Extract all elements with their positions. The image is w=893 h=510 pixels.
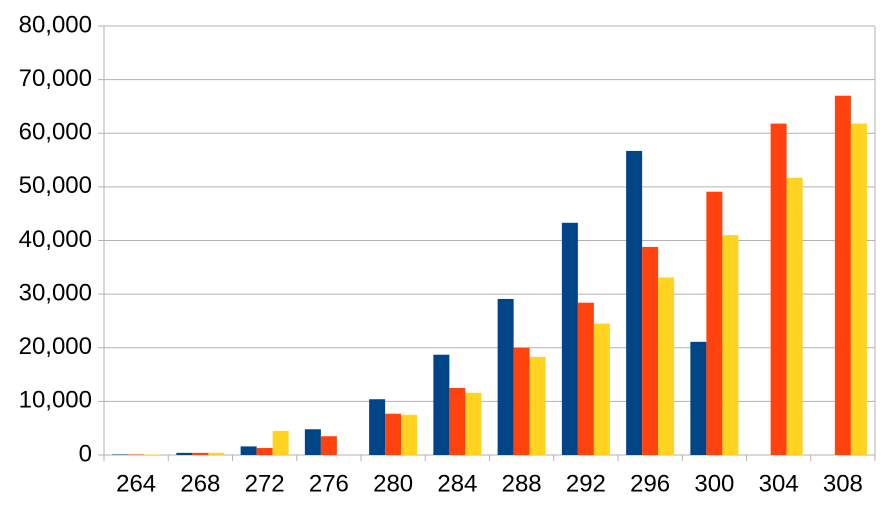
bar xyxy=(320,436,337,455)
bar xyxy=(465,392,482,455)
bar xyxy=(722,235,739,455)
bar xyxy=(401,414,418,455)
bar xyxy=(304,429,321,455)
bar xyxy=(529,356,546,455)
y-tick-label: 30,000 xyxy=(19,279,92,306)
y-tick-label: 20,000 xyxy=(19,333,92,360)
bar xyxy=(513,347,530,455)
x-tick-label: 296 xyxy=(630,470,670,497)
x-tick-label: 308 xyxy=(823,470,863,497)
bar xyxy=(593,323,610,455)
bar xyxy=(256,448,273,455)
x-tick-label: 280 xyxy=(373,470,413,497)
bar xyxy=(706,191,723,456)
bar xyxy=(144,454,161,455)
bar xyxy=(626,150,643,456)
bar xyxy=(786,177,803,456)
bar xyxy=(112,454,129,455)
x-tick-label: 304 xyxy=(759,470,799,497)
bar xyxy=(770,123,787,455)
x-tick-label: 268 xyxy=(180,470,220,497)
x-tick-label: 276 xyxy=(309,470,349,497)
bar xyxy=(642,246,659,455)
x-tick-label: 272 xyxy=(245,470,285,497)
bar xyxy=(128,454,145,455)
bar xyxy=(369,399,386,455)
bar xyxy=(208,452,225,455)
bar xyxy=(834,95,851,456)
y-tick-label: 70,000 xyxy=(19,65,92,92)
y-tick-label: 10,000 xyxy=(19,387,92,414)
bar xyxy=(658,277,675,455)
x-tick-label: 288 xyxy=(502,470,542,497)
x-tick-label: 292 xyxy=(566,470,606,497)
bar xyxy=(497,298,514,455)
bar xyxy=(272,430,289,455)
y-tick-label: 50,000 xyxy=(19,172,92,199)
y-tick-label: 60,000 xyxy=(19,119,92,146)
y-tick-label: 80,000 xyxy=(19,11,92,38)
bar xyxy=(240,446,257,455)
x-tick-label: 264 xyxy=(116,470,156,497)
y-tick-label: 40,000 xyxy=(19,226,92,253)
bar xyxy=(577,302,594,455)
bar xyxy=(850,123,867,455)
bar xyxy=(561,222,578,455)
bar xyxy=(690,341,707,455)
bar xyxy=(433,354,450,455)
bar xyxy=(449,387,466,455)
bar xyxy=(192,452,209,455)
x-tick-label: 300 xyxy=(694,470,734,497)
y-tick-label: 0 xyxy=(79,440,92,467)
bar xyxy=(176,452,193,455)
bar xyxy=(385,413,402,455)
x-tick-label: 284 xyxy=(437,470,477,497)
